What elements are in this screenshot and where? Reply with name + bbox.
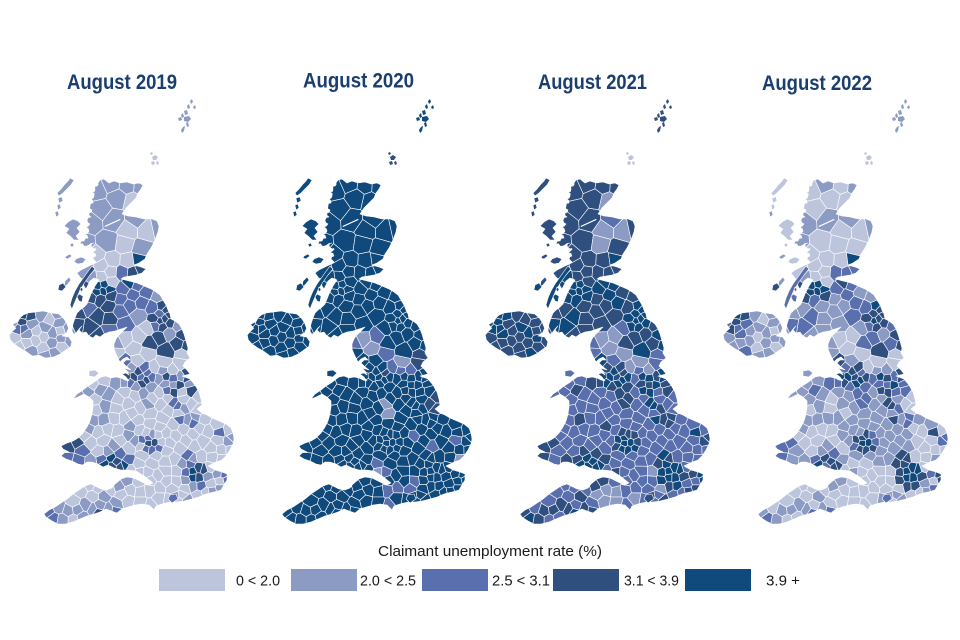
svg-text:August 2019: August 2019 [67,71,177,94]
svg-text:0 < 2.0: 0 < 2.0 [236,573,280,590]
svg-text:2.5 < 3.1: 2.5 < 3.1 [492,573,550,590]
svg-text:August 2021: August 2021 [538,71,647,94]
svg-text:3.1 < 3.9: 3.1 < 3.9 [624,573,679,590]
svg-text:August 2022: August 2022 [762,72,872,95]
svg-text:Claimant unemployment rate (%): Claimant unemployment rate (%) [378,543,602,560]
svg-text:2.0 < 2.5: 2.0 < 2.5 [360,573,416,590]
svg-text:August 2020: August 2020 [303,70,414,93]
svg-text:3.9 +: 3.9 + [766,573,800,590]
